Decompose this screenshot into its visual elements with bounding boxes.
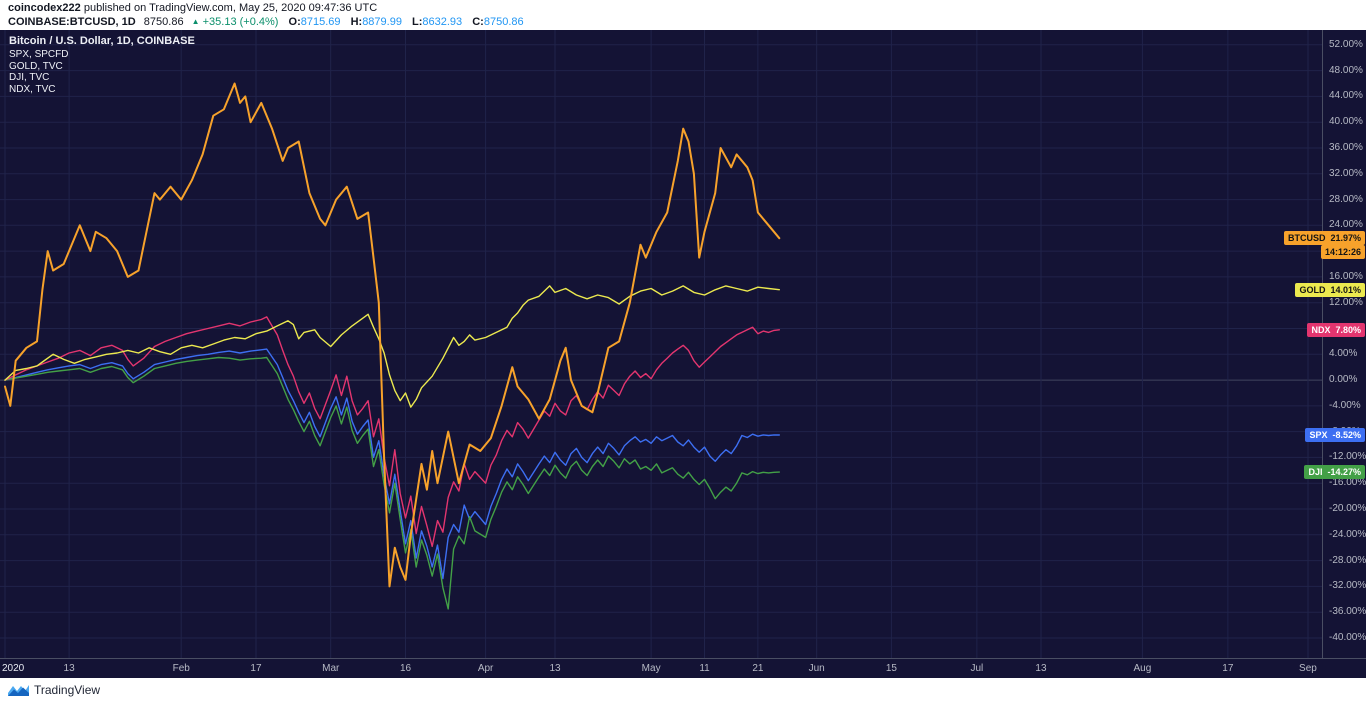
time-axis-label: Apr: [477, 663, 494, 674]
time-axis-label: 13: [549, 663, 561, 674]
time-axis-label: Sep: [1299, 663, 1317, 674]
low-value: L:8632.93: [412, 16, 463, 28]
price-axis-label: 48.00%: [1329, 64, 1363, 76]
high-value: H:8879.99: [350, 16, 402, 28]
time-axis-label: Feb: [172, 663, 190, 674]
price-axis-label: 32.00%: [1329, 167, 1363, 179]
compare-series-spx[interactable]: SPX, SPCFD: [9, 49, 69, 60]
price-axis-label: -40.00%: [1329, 631, 1366, 643]
compare-series-gold[interactable]: GOLD, TVC: [9, 60, 63, 72]
price-axis-label: -4.00%: [1329, 399, 1361, 411]
price-axis-label: -36.00%: [1329, 606, 1366, 618]
price-axis-label: 4.00%: [1329, 348, 1358, 360]
price-axis-label: 36.00%: [1329, 141, 1363, 153]
publish-info: published on TradingView.com, May 25, 20…: [83, 2, 378, 14]
change-text: +35.13 (+0.4%): [202, 16, 279, 28]
close-value: C:8750.86: [472, 16, 524, 28]
publish-info-row: coincodex222 published on TradingView.co…: [8, 2, 1366, 15]
open-value: O:8715.69: [288, 16, 341, 28]
footer-bar: TradingView: [0, 678, 1366, 701]
price-axis-label: -16.00%: [1329, 477, 1366, 489]
price-axis-label: 20.00%: [1329, 245, 1363, 257]
price-axis-label: 8.00%: [1329, 322, 1358, 334]
time-axis-label: 16: [399, 663, 412, 674]
time-axis-label: 2020: [2, 663, 25, 674]
price-axis-label: -8.00%: [1329, 425, 1361, 437]
compare-series-dji[interactable]: DJI, TVC: [9, 72, 50, 84]
time-axis-label: 13: [1035, 663, 1047, 674]
time-axis[interactable]: 2020 13 Feb 17 Mar 16 Apr 13 May 11 21 Jun 15 Jul 13 Au…: [0, 658, 1366, 678]
price-axis-label: 40.00%: [1329, 116, 1363, 128]
last-price: 8750.86: [143, 16, 184, 28]
price-change: ▲ +35.13 (+0.4%): [192, 16, 279, 28]
time-axis-label: Jun: [808, 663, 825, 674]
time-axis-label: 13: [63, 663, 75, 674]
time-axis-label: May: [641, 663, 661, 674]
up-arrow-icon: ▲: [191, 17, 200, 26]
chart-legend: Bitcoin / U.S. Dollar, 1D, COINBASE SPX,…: [9, 35, 195, 95]
header-bar: coincodex222 published on TradingView.co…: [0, 0, 1366, 30]
price-axis-label: 52.00%: [1329, 38, 1363, 50]
price-axis-label: -28.00%: [1329, 554, 1366, 566]
price-axis-label: 16.00%: [1329, 270, 1363, 282]
price-axis-label: -32.00%: [1329, 580, 1366, 592]
price-axis-label: -24.00%: [1329, 528, 1366, 540]
price-chart[interactable]: [0, 30, 1322, 658]
time-axis-label: 11: [699, 663, 710, 674]
time-axis-label: 21: [752, 663, 764, 674]
price-axis-label: 28.00%: [1329, 193, 1363, 205]
time-axis-label: Mar: [322, 663, 340, 674]
time-axis-label: 15: [885, 663, 897, 674]
price-axis-label: -20.00%: [1329, 503, 1366, 514]
time-axis-label: 17: [1222, 663, 1234, 674]
price-axis-label: 24.00%: [1329, 219, 1363, 231]
compare-series-ndx[interactable]: NDX, TVC: [9, 83, 56, 95]
symbol-info-row: COINBASE:BTCUSD, 1D 8750.86 ▲ +35.13 (+0…: [8, 15, 1366, 29]
tradingview-brand[interactable]: TradingView: [34, 682, 101, 697]
time-axis-label: Aug: [1133, 663, 1152, 674]
chart-area: Bitcoin / U.S. Dollar, 1D, COINBASE SPX,…: [0, 30, 1366, 678]
price-axis-label: 44.00%: [1329, 90, 1363, 102]
author-name[interactable]: coincodex222: [8, 2, 81, 14]
time-axis-label: 17: [250, 663, 262, 674]
price-axis-label: 0.00%: [1329, 374, 1358, 386]
symbol-title[interactable]: COINBASE:BTCUSD, 1D: [8, 16, 136, 28]
price-axis[interactable]: 52.00% 48.00% 44.00% 40.00% 36.00% 32.00% 28.0…: [1322, 30, 1366, 658]
tradingview-logo-icon[interactable]: [8, 683, 29, 696]
price-axis-label: -12.00%: [1329, 451, 1366, 463]
main-series-title[interactable]: Bitcoin / U.S. Dollar, 1D, COINBASE: [9, 35, 195, 47]
time-axis-label: Jul: [970, 663, 984, 674]
price-axis-label: 12.00%: [1329, 296, 1363, 308]
